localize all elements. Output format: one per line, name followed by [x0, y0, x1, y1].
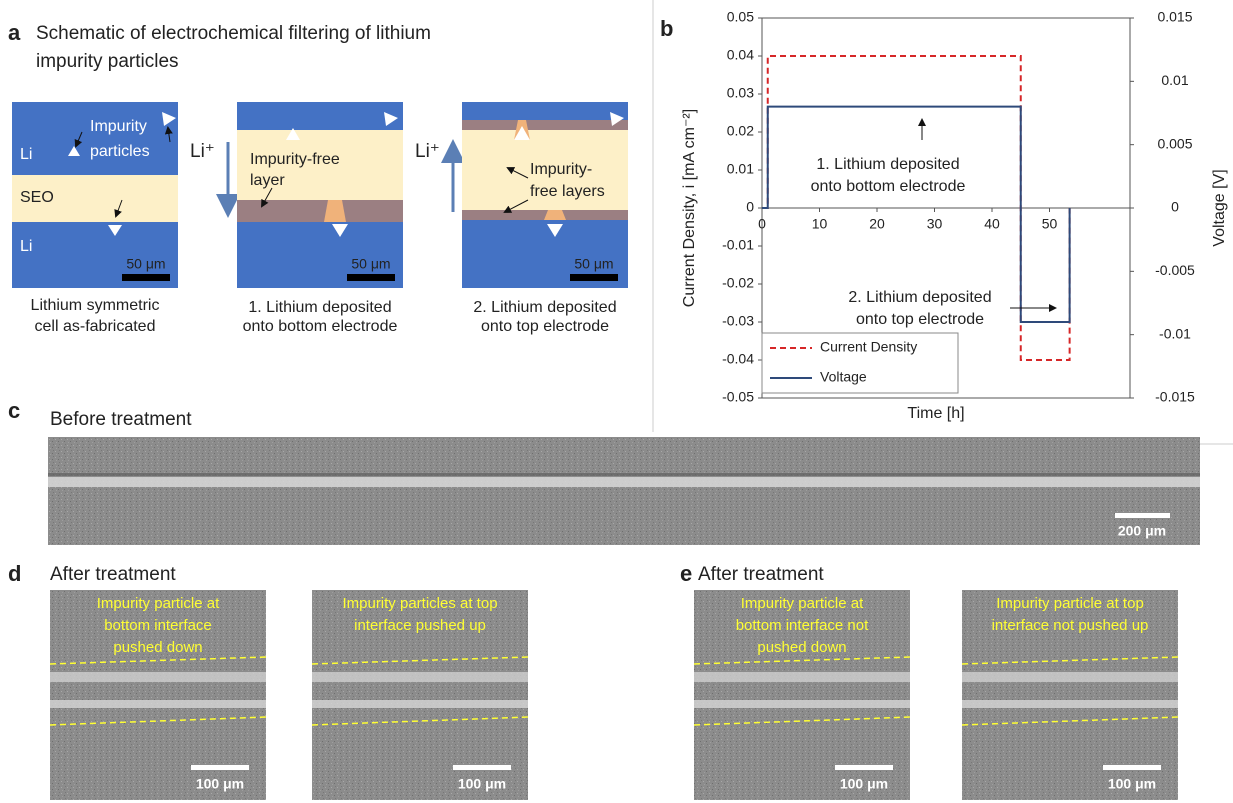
- y2-tick-label: -0.005: [1155, 262, 1195, 278]
- x-tick-label: 10: [812, 216, 828, 232]
- y-tick-label: 0.01: [727, 161, 754, 177]
- scale-bar: [1103, 765, 1161, 770]
- interface-band: [962, 672, 1178, 682]
- interface-band: [50, 700, 266, 708]
- annotation: 1. Lithium deposited: [816, 156, 959, 173]
- image-caption: Impurity particle at: [741, 595, 864, 612]
- image-caption: pushed down: [757, 639, 846, 656]
- x-tick-label: 30: [927, 216, 943, 232]
- layer-label: layer: [250, 172, 285, 189]
- annotation: onto bottom electrode: [811, 178, 966, 195]
- y-tick-label: 0.05: [727, 9, 754, 25]
- caption: Lithium symmetric: [31, 297, 160, 314]
- y2-tick-label: 0.005: [1157, 135, 1192, 151]
- x-tick-label: 50: [1042, 216, 1058, 232]
- legend-label: Current Density: [820, 339, 917, 355]
- impurity-label: Impurity: [90, 118, 147, 135]
- layer-label: Li: [20, 146, 32, 163]
- x-tick-label: 20: [869, 216, 885, 232]
- annotation: onto top electrode: [856, 311, 984, 328]
- caption: onto bottom electrode: [243, 318, 398, 335]
- interface-band: [962, 700, 1178, 708]
- panel-title: Before treatment: [50, 409, 192, 430]
- caption: 1. Lithium deposited: [248, 299, 391, 316]
- interface-band: [694, 700, 910, 708]
- y-axis-label: Current Density, i [mA cm⁻²]: [681, 109, 698, 307]
- y2-tick-label: 0.01: [1161, 72, 1188, 88]
- scale-bar: [191, 765, 249, 770]
- y-tick-label: 0.04: [727, 47, 754, 63]
- ion-label: Li⁺: [415, 141, 440, 162]
- y2-axis-label: Voltage [V]: [1211, 169, 1228, 246]
- scale-bar: [835, 765, 893, 770]
- image-caption: bottom interface not: [736, 617, 869, 634]
- panel-letter: b: [660, 16, 673, 41]
- image-caption: bottom interface: [104, 617, 212, 634]
- y-tick-label: 0.02: [727, 123, 754, 139]
- panel-letter: e: [680, 561, 692, 586]
- image-caption: Impurity particles at top: [342, 595, 497, 612]
- y-tick-label: -0.04: [722, 351, 754, 367]
- panel-letter: c: [8, 398, 20, 423]
- x-tick-label: 0: [758, 216, 766, 232]
- interface-band: [312, 700, 528, 708]
- scale-label: 50 μm: [574, 256, 613, 272]
- y2-tick-label: 0.015: [1157, 9, 1192, 25]
- scale-label: 100 μm: [1108, 776, 1156, 792]
- interface-band: [50, 672, 266, 682]
- panel-letter: d: [8, 561, 21, 586]
- x-tick-label: 40: [984, 216, 1000, 232]
- layer-label: Impurity-: [530, 161, 592, 178]
- interface-band: [312, 672, 528, 682]
- image-caption: pushed down: [113, 639, 202, 656]
- y-tick-label: -0.01: [722, 237, 754, 253]
- y-tick-label: -0.03: [722, 313, 754, 329]
- y2-tick-label: 0: [1171, 199, 1179, 215]
- chart: -0.05-0.04-0.03-0.02-0.0100.010.020.030.…: [681, 9, 1228, 423]
- y2-tick-label: -0.015: [1155, 389, 1195, 405]
- panel-title: impurity particles: [36, 51, 179, 72]
- y2-tick-label: -0.01: [1159, 325, 1191, 341]
- scale-bar: [453, 765, 511, 770]
- image-caption: interface pushed up: [354, 617, 486, 634]
- caption: 2. Lithium deposited: [473, 299, 616, 316]
- y-tick-label: 0.03: [727, 85, 754, 101]
- impurity-label: particles: [90, 143, 150, 160]
- layer-label: Impurity-free: [250, 151, 340, 168]
- caption: cell as-fabricated: [35, 318, 156, 335]
- y-tick-label: -0.05: [722, 389, 754, 405]
- panel-title: After treatment: [698, 564, 824, 585]
- layer-label: Li: [20, 238, 32, 255]
- scale-label: 100 μm: [196, 776, 244, 792]
- caption: onto top electrode: [481, 318, 609, 335]
- scale-label: 200 μm: [1118, 523, 1166, 539]
- y-tick-label: 0: [746, 199, 754, 215]
- annotation: 2. Lithium deposited: [848, 289, 991, 306]
- interface-band: [694, 672, 910, 682]
- image-caption: Impurity particle at: [97, 595, 220, 612]
- image-caption: interface not pushed up: [992, 617, 1149, 634]
- legend-label: Voltage: [820, 369, 867, 385]
- scale-label: 100 μm: [458, 776, 506, 792]
- micrographs: Impurity particle at bottom interface push…: [50, 590, 1178, 800]
- image-caption: Impurity particle at top: [996, 595, 1144, 612]
- layer-label: free layers: [530, 183, 605, 200]
- ion-label: Li⁺: [190, 141, 215, 162]
- figure: a Schematic of electrochemical filtering…: [0, 0, 1233, 803]
- panel-title: Schematic of electrochemical filtering o…: [36, 23, 431, 44]
- scale-label: 50 μm: [351, 256, 390, 272]
- panel-title: After treatment: [50, 564, 176, 585]
- y-tick-label: -0.02: [722, 275, 754, 291]
- panel-letter: a: [8, 20, 21, 45]
- x-axis-label: Time [h]: [907, 405, 964, 422]
- layer-label: SEO: [20, 189, 54, 206]
- scale-label: 50 μm: [126, 256, 165, 272]
- scale-label: 100 μm: [840, 776, 888, 792]
- micrograph: [48, 437, 1200, 545]
